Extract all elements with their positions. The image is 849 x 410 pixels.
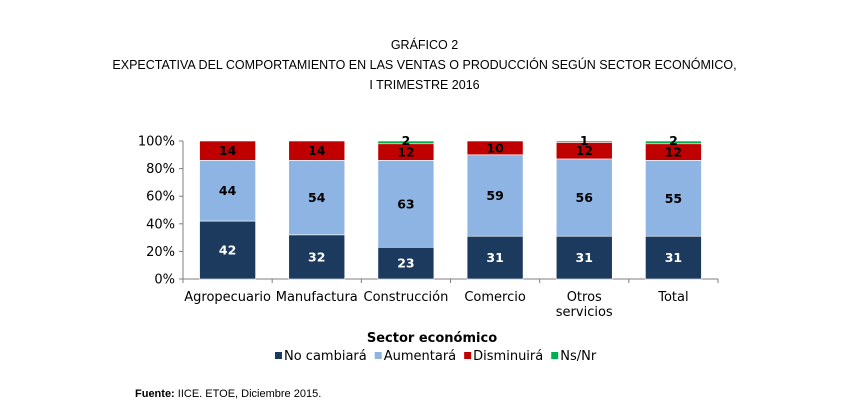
bar-segment (377, 246, 435, 280)
data-label: 1 (580, 133, 589, 148)
bar-segment (377, 140, 435, 145)
data-label: 42 (219, 243, 236, 258)
chart-heading-line3: I TRIMESTRE 2016 (369, 78, 480, 92)
data-label: 14 (219, 143, 237, 158)
data-label: 31 (665, 250, 682, 265)
bar-segment (199, 140, 256, 161)
bar-segment (645, 235, 702, 280)
bar-segment (466, 235, 524, 280)
legend-label: Ns/Nr (560, 349, 597, 364)
category-label: Construcción (364, 290, 449, 305)
bar-segment (377, 160, 435, 248)
chart-heading-line1: GRÁFICO 2 (390, 38, 459, 52)
data-label: 55 (665, 191, 682, 206)
data-label: 44 (219, 183, 237, 198)
bar-segment (288, 234, 346, 280)
category-label: Total (657, 290, 688, 305)
data-label: 54 (308, 190, 326, 205)
category-label: Comercio (464, 290, 526, 305)
chart-heading-line2: EXPECTATIVA DEL COMPORTAMIENTO EN LAS VE… (112, 58, 737, 72)
y-tick-label: 40% (146, 217, 175, 232)
category-label: Otros (567, 290, 602, 305)
bar-segment (288, 140, 346, 161)
legend-label: Aumentará (384, 349, 456, 364)
y-tick-label: 0% (154, 273, 175, 288)
stacked-bar-chart: 0%20%40%60%80%100% 424414325414236312231… (138, 133, 719, 364)
category-label: servicios (556, 305, 613, 320)
bar-segment (199, 220, 256, 280)
legend-swatch (275, 352, 282, 359)
data-label: 59 (486, 188, 503, 203)
data-label: 31 (486, 250, 503, 265)
y-tick-label: 60% (146, 190, 175, 205)
y-tick-label: 80% (146, 162, 175, 177)
legend-label: Disminuirá (473, 349, 543, 364)
legend-label: No cambiará (284, 349, 367, 364)
bar-segment (288, 160, 346, 236)
source-text: IICE. ETOE, Diciembre 2015. (174, 388, 322, 400)
data-label: 31 (576, 250, 593, 265)
data-label: 14 (308, 143, 326, 158)
data-label: 23 (397, 256, 414, 271)
bar-segment (555, 140, 613, 143)
bar-segment (555, 158, 613, 237)
category-label: Manufactura (276, 290, 358, 305)
data-label: 63 (397, 196, 414, 211)
source-label: Fuente: (135, 388, 175, 400)
data-label: 12 (576, 143, 593, 158)
legend: No cambiará Aumentará Disminuirá Ns/Nr (275, 349, 597, 364)
data-label: 12 (665, 145, 682, 160)
y-tick-label: 20% (146, 245, 175, 260)
bar-segment (555, 235, 613, 280)
data-label: 32 (308, 249, 325, 264)
source-note: Fuente: IICE. ETOE, Diciembre 2015. (135, 388, 321, 400)
data-label: 10 (486, 140, 504, 155)
category-labels: Agropecuario Manufactura Construcción Comer… (184, 290, 688, 320)
data-label: 56 (576, 190, 594, 205)
x-axis-title: Sector económico (367, 331, 497, 346)
bar-segment (466, 140, 524, 156)
data-label: 12 (397, 145, 414, 160)
legend-swatch (374, 352, 382, 359)
y-tick-label: 100% (138, 135, 175, 150)
data-label: 2 (669, 133, 678, 148)
bar-segment (466, 154, 524, 237)
data-label: 2 (402, 133, 411, 148)
bar-segment (645, 140, 702, 145)
category-label: Agropecuario (184, 290, 271, 305)
legend-swatch (464, 352, 472, 359)
legend-swatch (551, 352, 559, 359)
axes: 0% 20% 40% 60% 80% 100% (138, 135, 719, 288)
bar-segment (199, 160, 256, 222)
